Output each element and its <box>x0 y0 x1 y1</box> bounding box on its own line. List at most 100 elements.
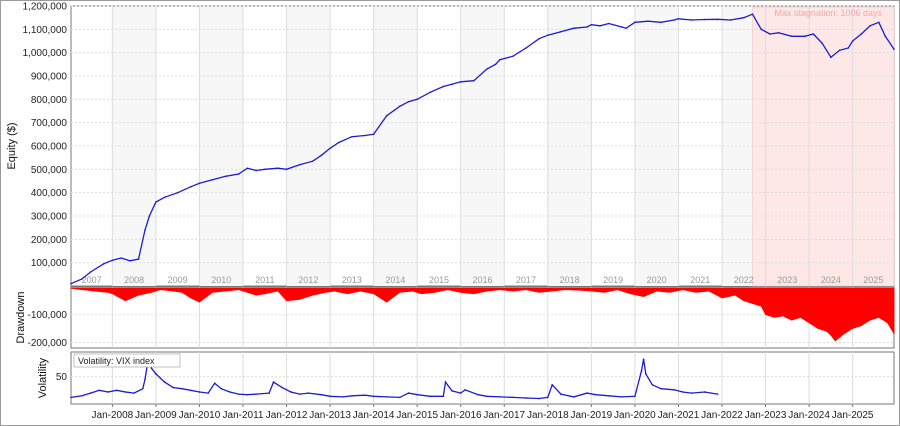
equity-point <box>311 160 314 162</box>
volatility-point <box>189 389 192 392</box>
x-tick-label: Jan-2018 <box>527 410 569 421</box>
equity-point <box>625 27 627 29</box>
equity-point <box>285 168 288 171</box>
year-label: 2020 <box>647 275 667 285</box>
volatility-point <box>644 373 647 375</box>
volatility-point <box>70 396 72 399</box>
volatility-point <box>181 387 183 390</box>
year-label: 2008 <box>124 275 144 285</box>
x-tick-label: Jan-2024 <box>788 410 830 421</box>
equity-point <box>512 55 514 57</box>
equity-point <box>451 83 453 85</box>
equity-point <box>677 18 680 20</box>
volatility-point <box>682 391 684 393</box>
volatility-point <box>547 396 549 399</box>
equity-point <box>560 30 562 33</box>
volatility-point <box>220 387 223 390</box>
equity-point <box>70 282 72 285</box>
equity-point <box>163 196 166 199</box>
volatility-point <box>640 370 643 372</box>
equity-point <box>144 229 146 231</box>
equity-point <box>869 25 871 27</box>
year-label: 2009 <box>168 275 188 285</box>
equity-point <box>760 28 762 31</box>
equity-point <box>198 182 201 185</box>
x-tick-label: Jan-2009 <box>135 410 177 421</box>
equity-tick-label: 500,000 <box>31 165 68 176</box>
equity-point <box>538 37 540 40</box>
equity-point <box>148 215 151 217</box>
equity-point <box>102 263 105 265</box>
volatility-point <box>329 395 331 398</box>
volatility-point <box>464 388 466 391</box>
equity-point <box>407 100 410 103</box>
volatility-point <box>255 393 257 395</box>
equity-point <box>586 26 588 28</box>
equity-point <box>442 85 445 88</box>
equity-point <box>777 32 780 34</box>
x-tick-label: Jan-2016 <box>440 410 482 421</box>
equity-point <box>803 35 806 38</box>
year-label: 2014 <box>385 275 405 285</box>
volatility-point <box>703 391 706 393</box>
equity-point <box>255 169 257 172</box>
year-label: 2019 <box>603 275 623 285</box>
volatility-point <box>237 393 240 395</box>
equity-point <box>830 56 832 59</box>
year-label: 2016 <box>472 275 492 285</box>
equity-point <box>660 21 662 24</box>
year-label: 2015 <box>429 275 449 285</box>
equity-point <box>703 18 706 21</box>
volatility-point <box>551 384 553 386</box>
equity-point <box>486 68 488 70</box>
x-tick-label: Jan-2023 <box>745 410 787 421</box>
volatility-point <box>268 392 270 394</box>
volatility-legend-box <box>73 353 181 368</box>
equity-point <box>372 133 375 136</box>
volatility-tick-label: 50 <box>56 372 68 383</box>
equity-point <box>547 34 549 36</box>
equity-point <box>790 35 793 38</box>
year-label: 2012 <box>298 275 318 285</box>
equity-point <box>812 33 815 35</box>
volatility-point <box>207 392 209 394</box>
year-label: 2013 <box>342 275 362 285</box>
equity-point <box>499 58 501 61</box>
year-label: 2011 <box>255 275 274 285</box>
equity-point <box>877 21 880 24</box>
equity-point <box>821 42 823 45</box>
volatility-point <box>690 392 693 394</box>
equity-point <box>329 147 331 150</box>
equity-point <box>89 271 92 273</box>
x-tick-label: Jan-2022 <box>701 410 743 421</box>
volatility-point <box>634 395 636 398</box>
equity-point <box>263 168 266 171</box>
volatility-point <box>198 391 201 393</box>
x-tick-label: Jan-2008 <box>92 410 134 421</box>
volatility-point <box>594 393 597 396</box>
equity-point <box>176 191 179 194</box>
equity-tick-label: 1,100,000 <box>23 25 68 36</box>
equity-point <box>277 167 279 169</box>
volatility-point <box>525 397 527 399</box>
year-label: 2025 <box>863 275 883 285</box>
equity-point <box>851 40 854 42</box>
volatility-point <box>107 391 109 393</box>
equity-point <box>494 63 497 66</box>
equity-point <box>525 47 527 49</box>
volatility-point <box>272 381 275 383</box>
volatility-point <box>115 389 118 392</box>
volatility-point <box>429 395 432 398</box>
equity-point <box>81 278 83 280</box>
equity-point <box>364 134 366 137</box>
equity-tick-label: 800,000 <box>31 95 68 106</box>
equity-point <box>155 201 157 203</box>
equity-point <box>128 260 131 262</box>
volatility-point <box>651 384 654 386</box>
volatility-point <box>607 394 610 397</box>
x-tick-label: Jan-2017 <box>483 410 525 421</box>
equity-point <box>398 105 401 108</box>
equity-point <box>224 175 227 178</box>
volatility-point <box>451 390 453 392</box>
